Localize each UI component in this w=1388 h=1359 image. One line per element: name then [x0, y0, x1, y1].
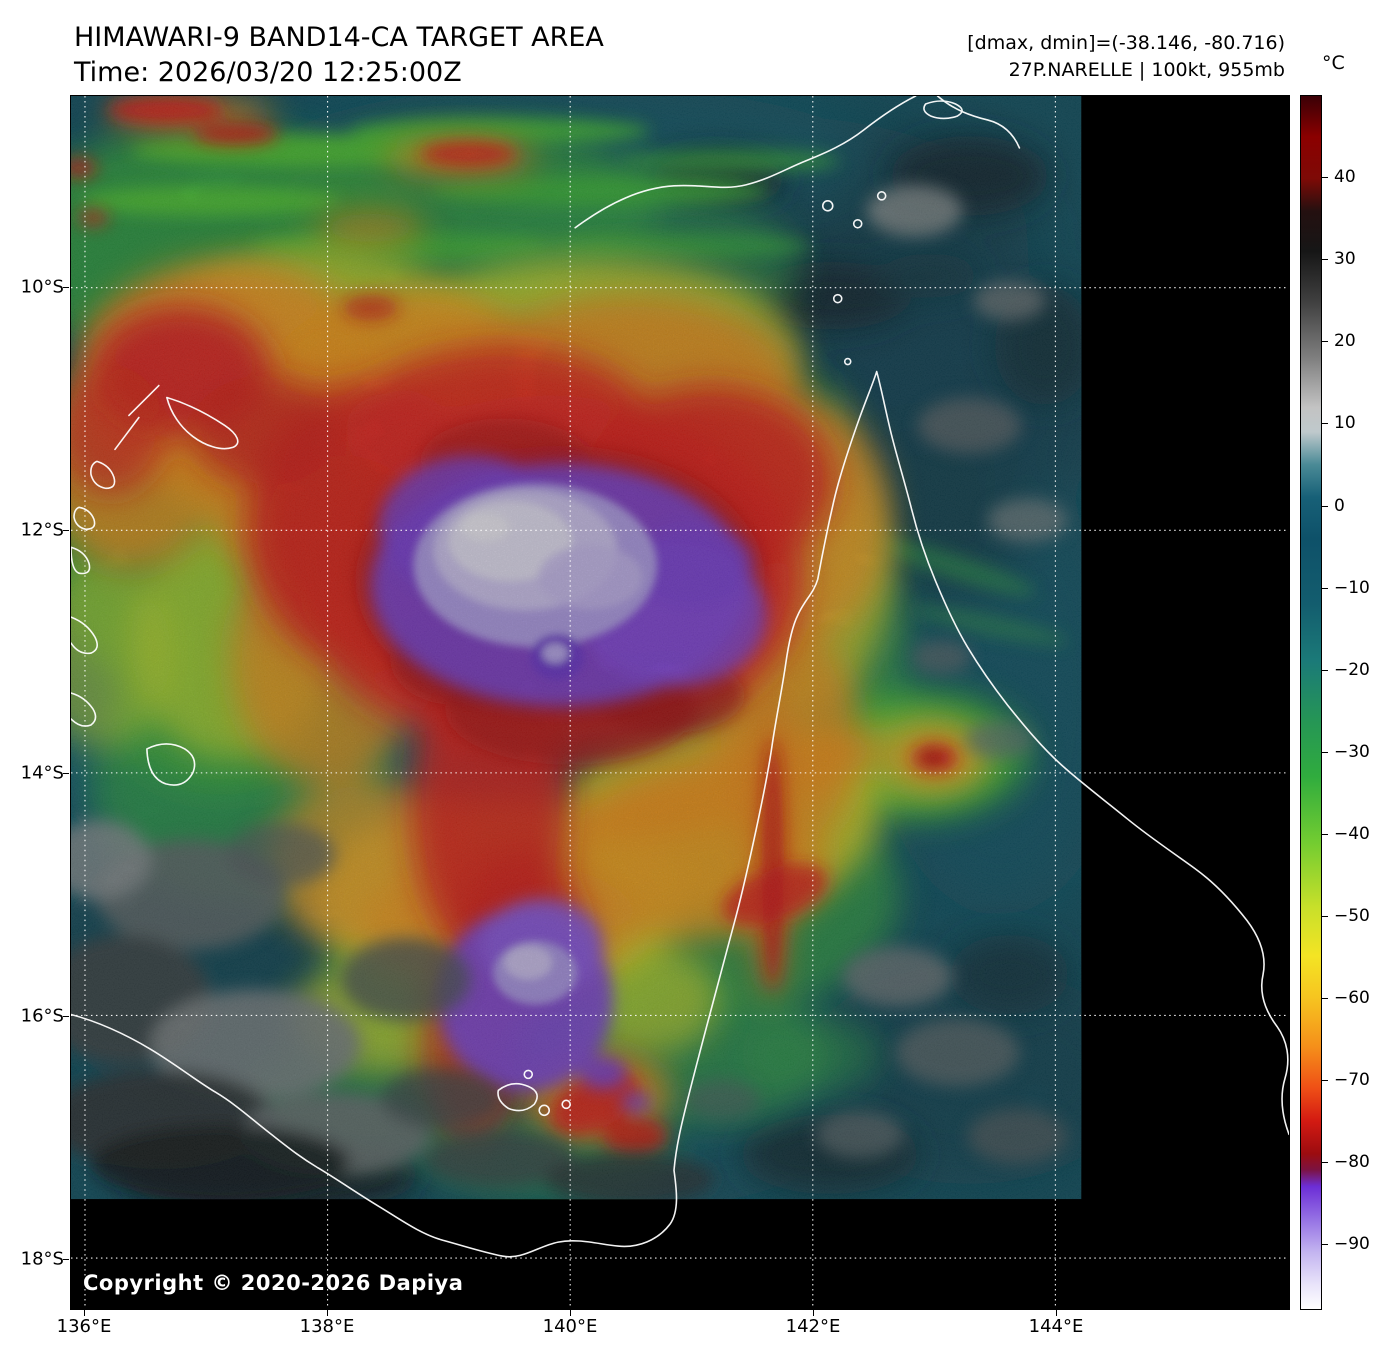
- coastline-arnhem: [166, 396, 239, 450]
- colorbar-tick: [1322, 177, 1328, 178]
- dmax-dmin-readout: [dmax, dmin]=(-38.146, -80.716): [967, 32, 1285, 54]
- colorbar-tick: [1322, 588, 1328, 589]
- x-axis-tick: [813, 1310, 814, 1316]
- colorbar-tick: [1322, 752, 1328, 753]
- colorbar: 40 30 20 10 0 −10 −20 −30 −40 −50 −60 −7…: [1300, 95, 1388, 1310]
- lat-tick-label: 10°S: [20, 276, 64, 298]
- colorbar-tick-label: −90: [1334, 1234, 1370, 1254]
- colorbar-tick-label: −60: [1334, 988, 1370, 1008]
- colorbar-tick-label: −20: [1334, 660, 1370, 680]
- lon-tick-label: 144°E: [1028, 1316, 1084, 1337]
- info-block: [dmax, dmin]=(-38.146, -80.716) 27P.NARE…: [967, 30, 1285, 83]
- colorbar-tick: [1322, 670, 1328, 671]
- colorbar-tick-label: −80: [1334, 1152, 1370, 1172]
- coastline-overlay: [71, 96, 1289, 1258]
- colorbar-tick-label: −40: [1334, 824, 1370, 844]
- map-plot: Copyright © 2020-2026 Dapiya: [70, 95, 1290, 1310]
- colorbar-tick-label: 40: [1334, 167, 1356, 187]
- y-axis-tick: [63, 1016, 69, 1017]
- coastline-png: [574, 96, 917, 229]
- x-axis-tick: [327, 1310, 328, 1316]
- island-groote: [146, 743, 196, 786]
- x-axis-tick: [1056, 1310, 1057, 1316]
- lon-tick-label: 140°E: [542, 1316, 598, 1337]
- colorbar-tick: [1322, 259, 1328, 260]
- island-outline: [923, 100, 963, 120]
- island-mornington: [497, 1082, 538, 1112]
- page-title: HIMAWARI-9 BAND14-CA TARGET AREA: [74, 22, 604, 53]
- y-axis-tick: [63, 1259, 69, 1260]
- colorbar-tick-label: 20: [1334, 331, 1356, 351]
- colorbar-tick-label: −30: [1334, 742, 1370, 762]
- coastline-gulf-capeyork: [71, 370, 1289, 1258]
- lon-tick-label: 138°E: [299, 1316, 355, 1337]
- colorbar-gradient: [1300, 95, 1322, 1310]
- colorbar-tick-label: −50: [1334, 906, 1370, 926]
- latlon-gridlines: [71, 96, 1289, 1309]
- y-axis-tick: [63, 530, 69, 531]
- x-axis-tick: [570, 1310, 571, 1316]
- colorbar-tick: [1322, 998, 1328, 999]
- lon-tick-label: 136°E: [56, 1316, 112, 1337]
- colorbar-tick-label: 30: [1334, 249, 1356, 269]
- x-axis-tick: [84, 1310, 85, 1316]
- colorbar-tick: [1322, 341, 1328, 342]
- colorbar-tick-label: 10: [1334, 413, 1356, 433]
- timestamp-label: Time: 2026/03/20 12:25:00Z: [74, 57, 462, 89]
- colorbar-unit-label: °C: [1322, 52, 1345, 74]
- colorbar-tick-label: −70: [1334, 1070, 1370, 1090]
- colorbar-tick: [1322, 1080, 1328, 1081]
- storm-readout: 27P.NARELLE | 100kt, 955mb: [1008, 58, 1285, 81]
- ir-imagery: [71, 96, 1082, 1200]
- coastline-png-east: [936, 96, 1021, 149]
- title-block: HIMAWARI-9 BAND14-CA TARGET AREA Time: 2…: [74, 20, 604, 90]
- colorbar-tick: [1322, 1162, 1328, 1163]
- lat-tick-label: 14°S: [20, 762, 64, 784]
- colorbar-tick-label: −10: [1334, 578, 1370, 598]
- lat-tick-label: 12°S: [20, 519, 64, 541]
- y-axis-tick: [63, 287, 69, 288]
- colorbar-tick-label: 0: [1334, 496, 1345, 516]
- colorbar-tick: [1322, 834, 1328, 835]
- lon-tick-label: 142°E: [785, 1316, 841, 1337]
- colorbar-tick: [1322, 423, 1328, 424]
- colorbar-tick: [1322, 1244, 1328, 1245]
- colorbar-tick: [1322, 916, 1328, 917]
- colorbar-tick: [1322, 506, 1328, 507]
- copyright-label: Copyright © 2020-2026 Dapiya: [83, 1271, 464, 1295]
- satellite-image: [71, 96, 1289, 1309]
- lat-tick-label: 16°S: [20, 1005, 64, 1027]
- lat-tick-label: 18°S: [20, 1248, 64, 1270]
- y-axis-tick: [63, 773, 69, 774]
